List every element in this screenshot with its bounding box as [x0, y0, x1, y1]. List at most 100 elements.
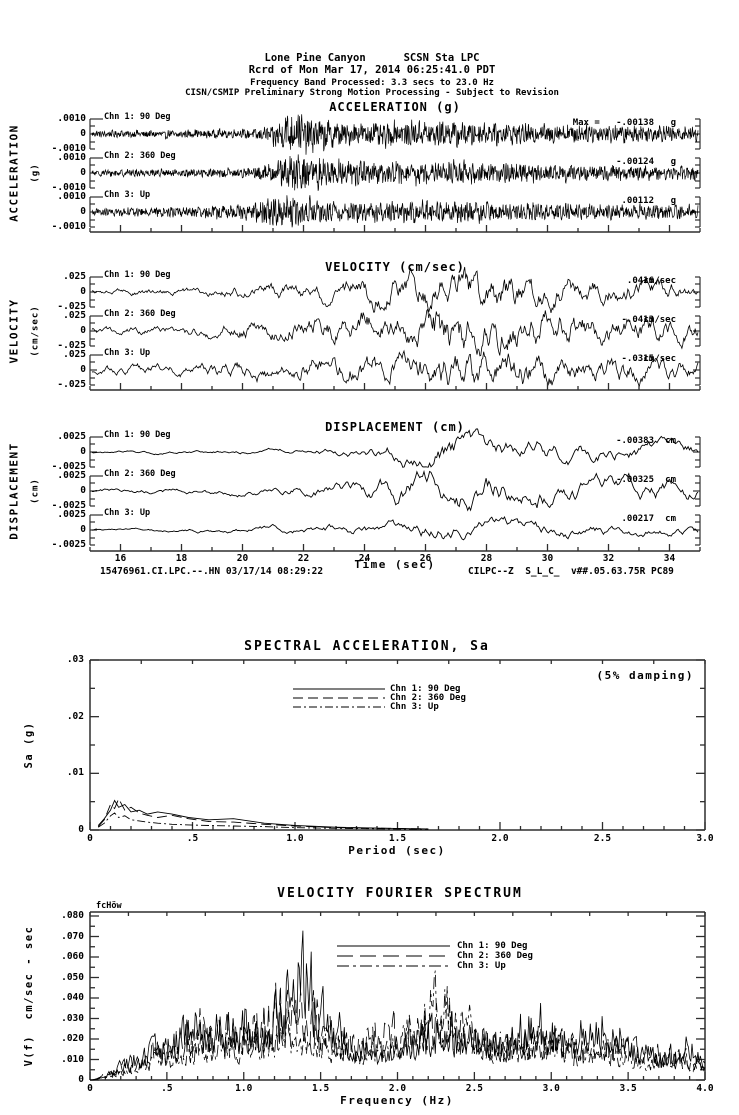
- amplitude-tick-label: -.0010: [51, 221, 86, 232]
- channel-label: Chn 1: 90 Deg: [104, 270, 171, 280]
- peak-value-label: .00112: [621, 196, 654, 206]
- sa-ytick-label: .01: [66, 767, 84, 779]
- sa-ytick-label: 0: [78, 824, 84, 835]
- channel-label: Chn 1: 90 Deg: [104, 430, 171, 440]
- amplitude-tick-label: .025: [63, 310, 86, 321]
- amplitude-tick-label: 0: [80, 524, 86, 535]
- amplitude-tick-label: .025: [63, 271, 86, 282]
- time-tick-label: 26: [419, 553, 432, 564]
- fourier-ytick-label: .010: [61, 1053, 84, 1065]
- sa-xtick-label: 0: [87, 833, 93, 844]
- amplitude-tick-label: .0010: [57, 113, 86, 124]
- fourier-xtick-label: 1.5: [312, 1083, 330, 1094]
- velocity-axis-units: (cm/sec): [30, 305, 41, 357]
- displacement-axis-label: DISPLACEMENT: [7, 442, 21, 540]
- frequency-axis-caption: Frequency (Hz): [340, 1094, 454, 1107]
- fourier-ytick-label: .060: [61, 951, 84, 962]
- fourier-xtick-label: 0: [87, 1083, 93, 1094]
- amplitude-tick-label: .0025: [57, 509, 86, 520]
- channel-label: Chn 3: Up: [104, 190, 151, 200]
- sa-legend-label: Chn 2: 360 Deg: [390, 692, 466, 703]
- fourier-legend-label: Chn 2: 360 Deg: [457, 950, 533, 961]
- fourier-xtick-label: 2.5: [465, 1083, 483, 1094]
- peak-unit-label: g: [670, 157, 676, 167]
- peak-unit-label: g: [670, 118, 676, 128]
- amplitude-tick-label: .0010: [57, 191, 86, 202]
- peak-value-label: -.0413: [621, 315, 654, 325]
- fourier-xtick-label: 3.0: [542, 1083, 560, 1094]
- displacement-panel-title: DISPLACEMENT (cm): [325, 420, 465, 434]
- amplitude-tick-label: 0: [80, 286, 86, 297]
- amplitude-tick-label: -.0025: [51, 500, 86, 511]
- amplitude-tick-label: -.025: [57, 379, 86, 390]
- time-tick-label: 18: [175, 553, 188, 564]
- amplitude-tick-label: .0010: [57, 152, 86, 163]
- amplitude-tick-label: -.0010: [51, 143, 86, 154]
- time-tick-label: 16: [114, 553, 127, 564]
- velocity-panel-title: VELOCITY (cm/sec): [325, 260, 465, 274]
- fourier-ytick-label: .080: [61, 910, 84, 921]
- time-tick-label: 30: [541, 553, 554, 564]
- amplitude-tick-label: -.0010: [51, 182, 86, 193]
- peak-unit-label: cm: [665, 514, 676, 524]
- acceleration-axis-units: (g): [30, 163, 41, 183]
- sa-xtick-label: 1.5: [388, 833, 407, 844]
- filter-corner-label: fcHöw: [96, 901, 122, 911]
- time-tick-label: 22: [297, 553, 310, 564]
- amplitude-tick-label: -.0025: [51, 539, 86, 550]
- channel-label: Chn 2: 360 Deg: [104, 469, 176, 479]
- channel-label: Chn 3: Up: [104, 508, 151, 518]
- fourier-ytick-label: .070: [61, 930, 84, 942]
- channel-label: Chn 2: 360 Deg: [104, 309, 176, 319]
- channel-label: Chn 2: 360 Deg: [104, 151, 176, 161]
- amplitude-tick-label: 0: [80, 364, 86, 375]
- fourier-xtick-label: 2.0: [388, 1083, 407, 1094]
- amplitude-tick-label: 0: [80, 206, 86, 217]
- peak-value-label: -.00325: [616, 475, 654, 485]
- header-record-line: Rcrd of Mon Mar 17, 2014 06:25:41.0 PDT: [248, 64, 496, 76]
- time-tick-label: 20: [236, 553, 249, 564]
- peak-value-label: .0416: [626, 276, 654, 286]
- fourier-ytick-label: .050: [61, 971, 84, 983]
- amplitude-tick-label: .0025: [57, 431, 86, 442]
- sa-legend-label: Chn 1: 90 Deg: [390, 683, 461, 694]
- time-tick-label: 28: [480, 553, 493, 564]
- sa-axis-label: Sa (g): [22, 721, 35, 769]
- peak-value-label: .00217: [621, 514, 654, 524]
- amplitude-tick-label: .0025: [57, 470, 86, 481]
- time-tick-label: 24: [358, 553, 371, 564]
- sa-legend-label: Chn 3: Up: [390, 701, 439, 712]
- amplitude-tick-label: 0: [80, 446, 86, 457]
- peak-unit-label: cm: [665, 475, 676, 485]
- sa-xtick-label: 3.0: [696, 833, 714, 844]
- amplitude-tick-label: -.025: [57, 301, 86, 312]
- time-tick-label: 32: [602, 553, 615, 564]
- period-axis-caption: Period (sec): [348, 844, 446, 857]
- fourier-xtick-label: 1.0: [235, 1083, 253, 1094]
- peak-value-label: -.00124: [616, 157, 654, 167]
- peak-unit-label: cm/sec: [643, 315, 676, 325]
- velocity-axis-label: VELOCITY: [7, 298, 21, 364]
- header-notice-line: CISN/CSMIP Preliminary Strong Motion Pro…: [185, 88, 559, 98]
- acceleration-panel-title: ACCELERATION (g): [329, 100, 461, 114]
- channel-label: Chn 3: Up: [104, 348, 151, 358]
- fourier-ytick-label: 0: [78, 1074, 84, 1085]
- fourier-axis-label: V(f) cm/sec - sec: [22, 925, 35, 1067]
- fourier-ytick-label: .040: [61, 992, 84, 1003]
- peak-unit-label: g: [670, 196, 676, 206]
- time-tick-label: 34: [663, 553, 676, 564]
- sa-xtick-label: .5: [186, 833, 199, 844]
- sa-ytick-label: .02: [66, 710, 84, 722]
- channel-label: Chn 1: 90 Deg: [104, 112, 171, 122]
- sa-ytick-label: .03: [66, 654, 84, 665]
- peak-unit-label: cm/sec: [643, 276, 676, 286]
- amplitude-tick-label: 0: [80, 325, 86, 336]
- amplitude-tick-label: -.025: [57, 340, 86, 351]
- peak-value-label: Max = -.00138: [572, 118, 654, 128]
- fourier-legend-label: Chn 1: 90 Deg: [457, 940, 528, 951]
- header-station-line: Lone Pine Canyon SCSN Sta LPC: [264, 52, 480, 64]
- fourier-legend-label: Chn 3: Up: [457, 960, 506, 971]
- displacement-axis-units: (cm): [30, 478, 41, 504]
